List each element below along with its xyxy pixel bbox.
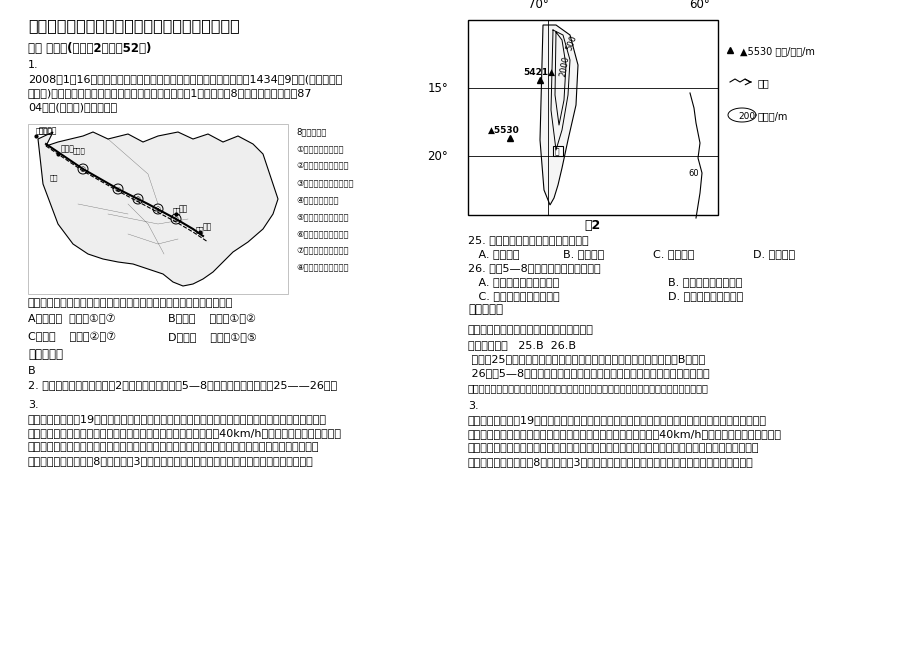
Text: 匈塞铁路，始建于19世纪末，是一条老旧的单轨铁路，连接匈牙利首都和塞尔维亚首都，沿线地形以: 匈塞铁路，始建于19世纪末，是一条老旧的单轨铁路，连接匈牙利首都和塞尔维亚首都，… xyxy=(28,414,326,424)
Text: 解析：25题，纬度越低，气温年较差越小，且是最主要的原因，所以B正确。: 解析：25题，纬度越低，气温年较差越小，且是最主要的原因，所以B正确。 xyxy=(468,354,705,364)
Text: B: B xyxy=(28,366,36,376)
Text: ⑦广东广州至广西南宁: ⑦广东广州至广西南宁 xyxy=(296,246,348,255)
Text: 3.: 3. xyxy=(468,401,478,411)
Text: 26. 甲地5—8月降水稀少的主要原因是: 26. 甲地5—8月降水稀少的主要原因是 xyxy=(468,263,600,273)
Text: 霍尔果斯: 霍尔果斯 xyxy=(39,126,57,135)
Text: 轮南: 轮南 xyxy=(50,174,59,180)
Text: 2. 读下图，甲地（位置见图2）气温年变化较小，5—8月降水稀少。据此完成25——26题。: 2. 读下图，甲地（位置见图2）气温年变化较小，5—8月降水稀少。据此完成25—… xyxy=(28,380,336,390)
Text: B. 纬度较低: B. 纬度较低 xyxy=(562,249,604,259)
Text: 【知识点】本题考查年较差和气压带风带。: 【知识点】本题考查年较差和气压带风带。 xyxy=(468,325,594,335)
Text: 黑龙江省绥化市新胜中学高三地理模拟试卷含解析: 黑龙江省绥化市新胜中学高三地理模拟试卷含解析 xyxy=(28,18,240,33)
Text: 2008年1月16日在深圳召开的中国液化天然气国际会议上，总投资为1434．9亿元(不合关税和: 2008年1月16日在深圳召开的中国液化天然气国际会议上，总投资为1434．9亿… xyxy=(28,74,342,84)
Text: 车。中国某公司将把该铁路升级改造为电气化客货混线双轨铁路，该铁路改造完成后，两国首都之间: 车。中国某公司将把该铁路升级改造为电气化客货混线双轨铁路，该铁路改造完成后，两国… xyxy=(468,443,759,453)
Text: A. 海拔较高: A. 海拔较高 xyxy=(468,249,519,259)
Bar xyxy=(552,146,562,156)
Text: ④江西南昌至上海: ④江西南昌至上海 xyxy=(296,195,338,204)
Text: 甲: 甲 xyxy=(554,148,559,156)
Text: 参考答案：: 参考答案： xyxy=(28,348,62,361)
Text: 20°: 20° xyxy=(426,150,448,163)
Text: 26题，5—8月副热带高气压带移动到这里，盛行下沉气流，所以降水较少。: 26题，5—8月副热带高气压带移动到这里，盛行下沉气流，所以降水较少。 xyxy=(468,368,709,378)
Text: 的运行时间将从目前的8小时缩短至3小时内。下图为匈塞铁路线路示意图。据此完成下列各题。: 的运行时间将从目前的8小时缩短至3小时内。下图为匈塞铁路线路示意图。据此完成下列… xyxy=(468,457,753,467)
Text: 匈塞铁路，始建于19世纪末，是一条老旧的单轨铁路，连接匈牙利首都和塞尔维亚首都，沿线地形以: 匈塞铁路，始建于19世纪末，是一条老旧的单轨铁路，连接匈牙利首都和塞尔维亚首都，… xyxy=(468,415,766,425)
Text: 平原为主。匈塞铁路由于设备落后，线路老化严重，运行时速只有40km/h一度被认为是欧洲最慢的火: 平原为主。匈塞铁路由于设备落后，线路老化严重，运行时速只有40km/h一度被认为… xyxy=(468,429,781,439)
Text: ⑧广东惠来至湛江海口: ⑧广东惠来至湛江海口 xyxy=(296,263,348,272)
Text: 西气东输二线的主要气源地与图中提供调峰和补充气源的支干线分别是: 西气东输二线的主要气源地与图中提供调峰和补充气源的支干线分别是 xyxy=(28,298,233,308)
Text: 徐州: 徐州 xyxy=(173,207,181,214)
Text: 一、 选择题(每小题2分，共52分): 一、 选择题(每小题2分，共52分) xyxy=(28,42,152,55)
Text: ①: ① xyxy=(79,167,85,173)
Polygon shape xyxy=(539,25,577,205)
Text: A. 处于盛行西风的背风坡: A. 处于盛行西风的背风坡 xyxy=(468,277,559,287)
Text: B. 受副热带高气压控制: B. 受副热带高气压控制 xyxy=(667,277,742,287)
Text: ⑤: ⑤ xyxy=(173,217,178,223)
Text: 的运行时间将从目前的8小时缩短至3小时内。下图为匈塞铁路线路示意图。据此完成下列各题。: 的运行时间将从目前的8小时缩短至3小时内。下图为匈塞铁路线路示意图。据此完成下列… xyxy=(28,456,313,466)
Text: D. 受高纬干冷气流控制: D. 受高纬干冷气流控制 xyxy=(667,291,743,301)
Text: 3.: 3. xyxy=(28,400,39,410)
Text: 2000: 2000 xyxy=(558,55,570,77)
Text: ▲5530: ▲5530 xyxy=(487,126,519,135)
Text: ⑤江西瑞都节湖南湘潭: ⑤江西瑞都节湖南湘潭 xyxy=(296,212,348,221)
Text: 参考答案：: 参考答案： xyxy=(468,303,503,316)
Text: A．俄罗斯  支干线①和⑦: A．俄罗斯 支干线①和⑦ xyxy=(28,314,116,324)
Text: 04公里(如下图)。读图回答: 04公里(如下图)。读图回答 xyxy=(28,102,117,112)
Text: 60°: 60° xyxy=(689,0,709,11)
Polygon shape xyxy=(38,132,278,286)
Text: C．西亚    支干线②和⑦: C．西亚 支干线②和⑦ xyxy=(28,331,116,342)
Text: 和若羌: 和若羌 xyxy=(61,144,74,153)
Text: 70°: 70° xyxy=(528,0,548,11)
Text: 500: 500 xyxy=(564,34,578,52)
Text: ③: ③ xyxy=(134,197,141,203)
Text: ①新疆轮南至吐鲁番: ①新疆轮南至吐鲁番 xyxy=(296,144,343,153)
Bar xyxy=(468,20,717,215)
Text: ⑥广东靖重至深圳奉章: ⑥广东靖重至深圳奉章 xyxy=(296,229,348,238)
Text: 霍尔果斯: 霍尔果斯 xyxy=(36,127,53,133)
Text: 25. 甲地气温年较差较小的主要原因是: 25. 甲地气温年较差较小的主要原因是 xyxy=(468,235,588,245)
Text: B．中亚    支干线①和②: B．中亚 支干线①和② xyxy=(168,314,255,324)
Text: 1.: 1. xyxy=(28,60,39,70)
Text: 5421▲: 5421▲ xyxy=(522,68,554,77)
Text: ②宁夏中卫至陕西靖边: ②宁夏中卫至陕西靖边 xyxy=(296,161,348,170)
Text: 8条支线为：: 8条支线为： xyxy=(296,127,326,136)
Text: ④: ④ xyxy=(154,207,161,213)
Text: ②: ② xyxy=(114,187,120,193)
Text: 200: 200 xyxy=(737,112,754,121)
Text: 【易错点拨】赤道地区年较差小，极地年较差大；副高影响某地，气流下沉，一般降水较少。: 【易错点拨】赤道地区年较差小，极地年较差大；副高影响某地，气流下沉，一般降水较少… xyxy=(468,383,709,393)
Text: 上海: 上海 xyxy=(203,222,212,231)
Text: D. 植被较好: D. 植被较好 xyxy=(752,249,794,259)
Text: C. 距海较远: C. 距海较远 xyxy=(652,249,694,259)
Text: 和若羌: 和若羌 xyxy=(73,147,85,154)
Text: 15°: 15° xyxy=(426,82,448,95)
Text: ③刘陕西府谷至孟津奉章: ③刘陕西府谷至孟津奉章 xyxy=(296,178,353,187)
Text: 平原为主。匈塞铁路由于设备落后，线路老化严重，运行时速只有40km/h一度被认为是欧洲最慢的火: 平原为主。匈塞铁路由于设备落后，线路老化严重，运行时速只有40km/h一度被认为… xyxy=(28,428,342,438)
Text: 增值税)的西气东输二线建设方案基本敲定。该工程包括1条主干线和8条支干线，管线全长87: 增值税)的西气东输二线建设方案基本敲定。该工程包括1条主干线和8条支干线，管线全… xyxy=(28,88,312,98)
Text: 上海: 上海 xyxy=(196,226,204,232)
Text: D．中亚    支干线①和⑤: D．中亚 支干线①和⑤ xyxy=(168,332,256,342)
Text: 车。中国某公司将把该铁路升级改造为电气化客货混线双轨铁路，该铁路改造完成后，两国首都之间: 车。中国某公司将把该铁路升级改造为电气化客货混线双轨铁路，该铁路改造完成后，两国… xyxy=(28,442,319,452)
Text: ▲5530 山峰/高程/m: ▲5530 山峰/高程/m xyxy=(739,46,814,56)
Text: 【答案解析】   25.B  26.B: 【答案解析】 25.B 26.B xyxy=(468,340,575,350)
Text: 等高线/m: 等高线/m xyxy=(757,111,788,121)
Bar xyxy=(28,124,288,294)
Text: 河流: 河流 xyxy=(757,78,769,88)
Text: 60: 60 xyxy=(687,169,698,178)
Text: 图2: 图2 xyxy=(584,219,600,232)
Text: 徐州: 徐州 xyxy=(179,204,188,213)
Text: C. 受干燥的东北信风影响: C. 受干燥的东北信风影响 xyxy=(468,291,559,301)
